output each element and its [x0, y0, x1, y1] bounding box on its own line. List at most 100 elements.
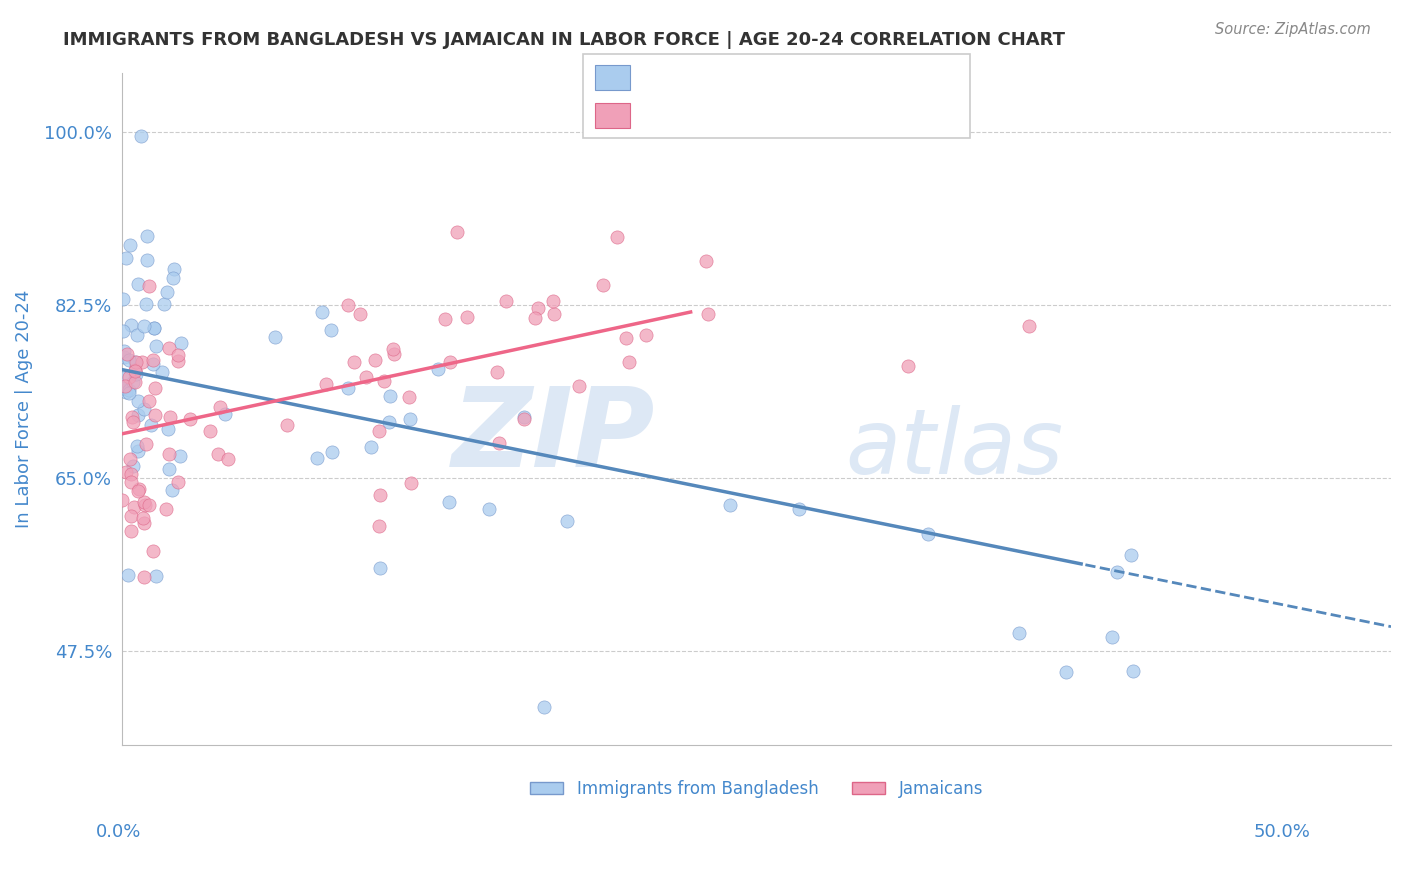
- Point: [143, 320, 166, 334]
- Point: [541, 293, 564, 308]
- Point: [1008, 626, 1031, 640]
- Point: [120, 452, 142, 467]
- Point: [360, 440, 382, 454]
- Point: [134, 570, 156, 584]
- Bar: [595, 64, 630, 90]
- Text: Source: ZipAtlas.com: Source: ZipAtlas.com: [1215, 22, 1371, 37]
- Point: [214, 408, 236, 422]
- Point: [132, 494, 155, 508]
- Point: [368, 519, 391, 533]
- Point: [718, 498, 741, 512]
- Point: [155, 502, 177, 516]
- Point: [124, 355, 146, 369]
- Point: [364, 353, 387, 368]
- Point: [555, 514, 578, 528]
- Point: [145, 569, 167, 583]
- Point: [401, 476, 423, 491]
- Point: [305, 450, 328, 465]
- Point: [179, 412, 201, 426]
- FancyBboxPatch shape: [583, 54, 970, 138]
- Point: [118, 352, 141, 367]
- Point: [437, 494, 460, 508]
- Bar: [595, 103, 630, 128]
- Point: [115, 465, 138, 479]
- Text: IMMIGRANTS FROM BANGLADESH VS JAMAICAN IN LABOR FORCE | AGE 20-24 CORRELATION CH: IMMIGRANTS FROM BANGLADESH VS JAMAICAN I…: [63, 31, 1066, 49]
- Point: [127, 483, 149, 498]
- Point: [143, 408, 166, 422]
- Point: [157, 462, 180, 476]
- Point: [446, 225, 468, 239]
- Point: [114, 251, 136, 265]
- Text: 82: 82: [862, 105, 887, 123]
- Point: [111, 493, 134, 508]
- Point: [568, 379, 591, 393]
- Point: [527, 301, 550, 316]
- Y-axis label: In Labor Force | Age 20-24: In Labor Force | Age 20-24: [15, 290, 32, 528]
- Point: [311, 305, 333, 319]
- Point: [122, 458, 145, 473]
- Point: [321, 444, 343, 458]
- Point: [163, 262, 186, 277]
- Point: [495, 294, 517, 309]
- Point: [129, 129, 152, 144]
- Point: [132, 319, 155, 334]
- Point: [512, 412, 534, 426]
- Point: [136, 252, 159, 267]
- Point: [124, 367, 146, 381]
- Text: 73: 73: [862, 68, 887, 86]
- Legend: Immigrants from Bangladesh, Jamaicans: Immigrants from Bangladesh, Jamaicans: [523, 772, 990, 805]
- Point: [614, 331, 637, 345]
- Point: [169, 449, 191, 463]
- Point: [118, 370, 141, 384]
- Point: [398, 412, 420, 426]
- Point: [319, 323, 342, 337]
- Point: [157, 446, 180, 460]
- Point: [138, 394, 160, 409]
- Point: [132, 511, 155, 525]
- Point: [118, 238, 141, 252]
- Point: [636, 327, 658, 342]
- Point: [167, 348, 190, 362]
- Point: [122, 375, 145, 389]
- Text: ZIP: ZIP: [451, 383, 655, 490]
- Point: [127, 394, 149, 409]
- Point: [787, 501, 810, 516]
- Point: [118, 383, 141, 397]
- Text: 50.0%: 50.0%: [1254, 822, 1310, 840]
- Point: [378, 415, 401, 429]
- Point: [373, 374, 395, 388]
- Point: [354, 369, 377, 384]
- Point: [128, 483, 150, 497]
- Point: [368, 561, 391, 575]
- Point: [524, 310, 547, 325]
- Point: [336, 298, 359, 312]
- Point: [139, 418, 162, 433]
- Point: [120, 467, 142, 481]
- Point: [114, 378, 136, 392]
- Point: [127, 408, 149, 422]
- Point: [111, 324, 134, 338]
- Point: [381, 343, 404, 357]
- Point: [127, 443, 149, 458]
- Point: [132, 516, 155, 530]
- Text: atlas: atlas: [845, 406, 1063, 493]
- Point: [111, 371, 134, 385]
- Point: [127, 277, 149, 291]
- Point: [1121, 548, 1143, 562]
- Point: [208, 400, 231, 414]
- Point: [117, 568, 139, 582]
- Point: [120, 524, 142, 538]
- Point: [606, 229, 628, 244]
- Point: [142, 357, 165, 371]
- Text: N =: N =: [807, 105, 848, 123]
- Point: [198, 424, 221, 438]
- Point: [118, 386, 141, 401]
- Point: [124, 375, 146, 389]
- Point: [337, 381, 360, 395]
- Point: [477, 502, 499, 516]
- Point: [695, 254, 717, 268]
- Point: [152, 297, 174, 311]
- Point: [378, 389, 401, 403]
- Point: [439, 355, 461, 369]
- Point: [135, 229, 157, 244]
